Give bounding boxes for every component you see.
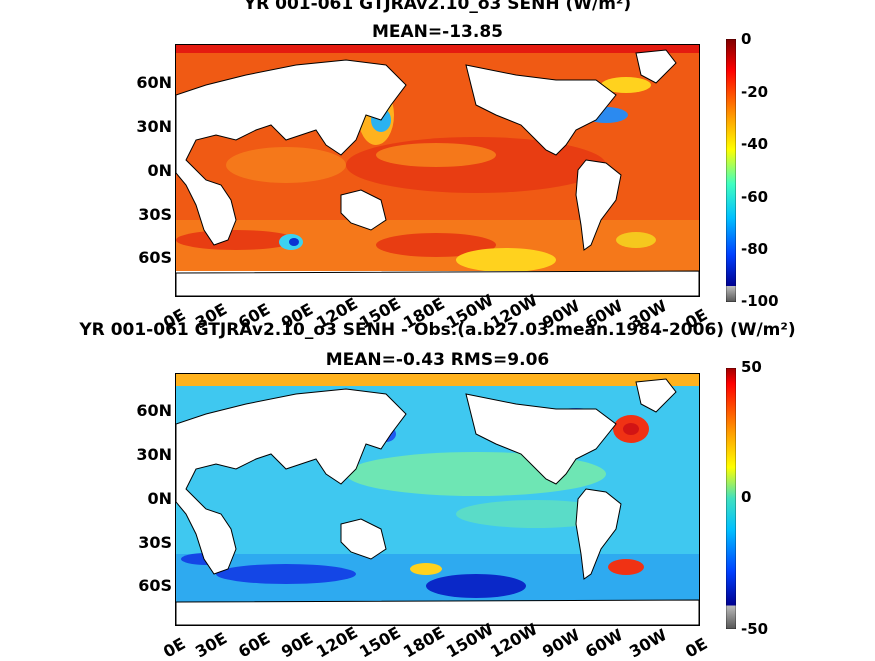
- bottom-lon-5: 150E: [356, 622, 404, 661]
- bottom-lat-60s: 60S: [138, 576, 172, 595]
- bottom-lon-3: 90E: [278, 628, 317, 661]
- bottom-lon-1: 30E: [192, 628, 231, 661]
- bottom-lon-2: 60E: [235, 628, 274, 661]
- bottom-cb-tick-2: -50: [741, 620, 769, 638]
- bottom-lon-4: 120E: [313, 622, 361, 661]
- top-lat-60n: 60N: [136, 73, 172, 92]
- bottom-lon-0: 0E: [160, 633, 189, 661]
- bottom-title-line2: MEAN=-0.43 RMS=9.06: [325, 350, 550, 370]
- top-cb-tick-0: 0: [741, 30, 752, 48]
- top-lat-0n: 0N: [147, 161, 172, 180]
- bottom-lat-30n: 30N: [136, 445, 172, 464]
- top-lat-30s: 30S: [138, 205, 172, 224]
- top-colorbar: [726, 39, 736, 302]
- bottom-lon-12: 0E: [682, 633, 711, 661]
- bottom-land-mask: [176, 378, 699, 625]
- top-cb-tick-3: -60: [741, 188, 769, 206]
- bottom-colorbar: [726, 368, 736, 629]
- bottom-lat-0n: 0N: [147, 489, 172, 508]
- bottom-lon-6: 180E: [400, 622, 448, 661]
- bottom-title-line1: YR 001-061 GTJRAv2.10_o3 SENH - Obs.(a.b…: [79, 320, 796, 340]
- top-lat-60s: 60S: [138, 248, 172, 267]
- top-cb-tick-1: -20: [741, 83, 769, 101]
- top-title-line1: YR 001-061 GTJRAv2.10_o3 SENH (W/m²): [243, 0, 632, 14]
- top-land-mask: [176, 49, 699, 296]
- top-cb-tick-5: -100: [741, 292, 779, 310]
- bottom-lat-60n: 60N: [136, 401, 172, 420]
- bottom-map-frame: [175, 373, 700, 626]
- top-map-frame: [175, 44, 700, 297]
- top-cb-tick-4: -80: [741, 240, 769, 258]
- top-title-line2: MEAN=-13.85: [372, 22, 503, 42]
- bottom-lat-30s: 30S: [138, 533, 172, 552]
- bottom-cb-tick-1: 0: [741, 488, 752, 506]
- bottom-cb-tick-0: 50: [741, 358, 762, 376]
- top-cb-tick-2: -40: [741, 135, 769, 153]
- top-lat-30n: 30N: [136, 117, 172, 136]
